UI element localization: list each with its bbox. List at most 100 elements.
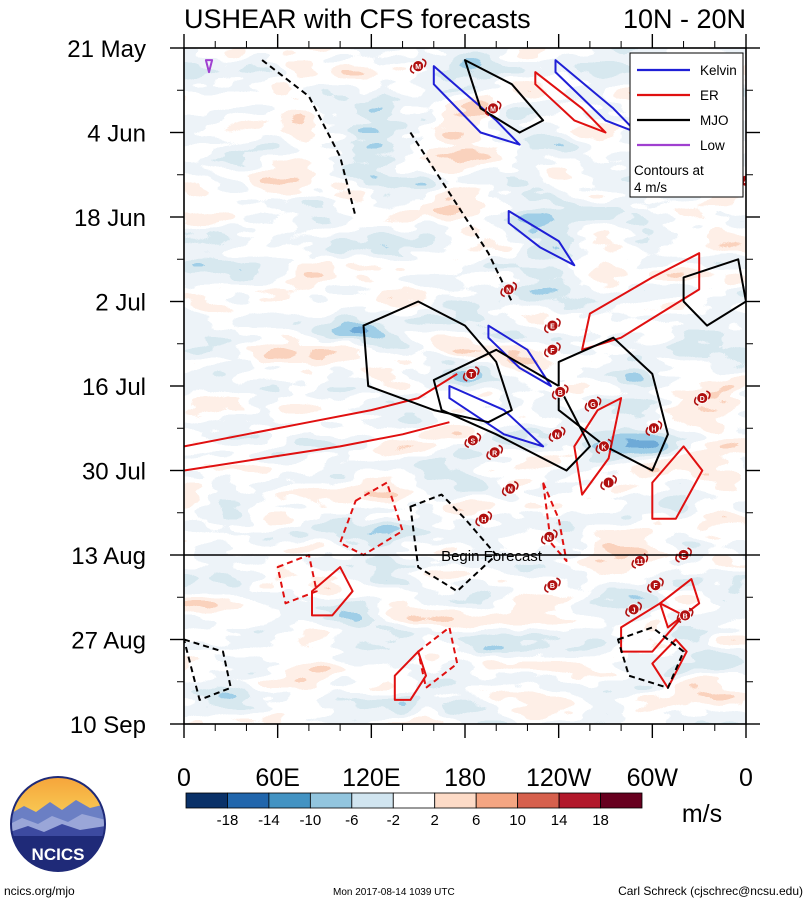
- storm-label: H: [651, 426, 656, 433]
- colorbar-bin: [309, 792, 353, 809]
- colorbar: -18 -14 -10 -6 -2 2 6 10 14 18: [185, 792, 643, 829]
- y-tick-label: 10 Sep: [70, 712, 146, 739]
- storm-label: B: [550, 583, 555, 590]
- storm-tail: [500, 287, 506, 298]
- contour-er: [542, 481, 568, 562]
- storm-marker: E: [544, 317, 561, 334]
- storm-label: N: [547, 535, 552, 542]
- storm-label: R: [492, 450, 497, 457]
- colorbar-bin: [268, 792, 311, 809]
- legend-box: [629, 52, 744, 198]
- storm-label: I: [608, 481, 610, 488]
- storm-tail: [544, 348, 549, 358]
- x-tick-label: 120E: [342, 764, 400, 792]
- contour-mjo: [464, 59, 545, 134]
- storm-dot: [554, 386, 567, 398]
- storm-marker: R: [486, 444, 504, 461]
- storm-tail: [612, 474, 618, 485]
- storm-tail: [657, 420, 663, 430]
- storm-label: G: [590, 402, 596, 409]
- storm-tail: [676, 613, 682, 624]
- colorbar-unit: m/s: [682, 800, 722, 828]
- storm-tail: [647, 583, 652, 593]
- storm-label: J: [632, 607, 636, 614]
- storm-tail: [476, 432, 482, 442]
- region-label: 10N - 20N: [623, 4, 746, 34]
- storm-tail: [600, 481, 605, 491]
- storm-dot: [679, 609, 692, 622]
- storm-marker: K: [595, 438, 613, 455]
- contour-mjo: [184, 638, 232, 701]
- storm-marker: M: [484, 100, 502, 117]
- logo-text: NCICS: [32, 845, 85, 864]
- storm-tail: [474, 366, 480, 376]
- storm-label: T: [469, 372, 474, 379]
- storm-tail: [498, 444, 504, 454]
- storm-marker: F: [647, 577, 664, 593]
- contour-mjo: [362, 300, 513, 424]
- colorbar-label: 14: [551, 812, 568, 829]
- storm-dot: [546, 319, 559, 332]
- storm-dot: [647, 422, 660, 435]
- storm-marker: G: [584, 396, 602, 412]
- legend-label-low: Low: [700, 138, 725, 153]
- storm-tail: [486, 450, 491, 461]
- x-tick-label: 60W: [627, 764, 679, 792]
- storm-marker: H: [645, 420, 663, 437]
- storm-tail: [551, 390, 557, 400]
- storm-marker: M: [409, 58, 427, 74]
- colorbar-bin: [558, 792, 601, 809]
- forecast-label: Begin Forecast: [441, 548, 543, 565]
- storm-dot: [649, 579, 662, 592]
- storm-dot: [502, 283, 515, 296]
- storm-dot: [488, 446, 501, 459]
- footer-url[interactable]: ncics.org/mjo: [4, 884, 75, 898]
- storm-marker: B: [676, 607, 694, 624]
- x-tick-label: 0: [177, 764, 191, 792]
- legend-note: Contours at 4 m/s: [634, 163, 708, 195]
- storm-tail: [421, 58, 427, 68]
- colorbar-label: 2: [431, 812, 439, 829]
- storm-tail: [645, 426, 651, 437]
- storm-label: S: [470, 438, 475, 445]
- colorbar-bin: [475, 792, 519, 809]
- contour-er: [534, 71, 607, 134]
- y-tick-label: 2 Jul: [95, 290, 146, 317]
- storm-dot: [504, 482, 517, 495]
- storm-tail: [607, 438, 613, 448]
- legend: Kelvin ER MJO Low Contours at 4 m/s: [629, 52, 744, 198]
- storm-marker: N: [500, 281, 518, 298]
- colorbar-bin: [517, 792, 560, 809]
- storm-tail: [484, 106, 490, 117]
- storm-tail: [584, 402, 590, 412]
- chart-title: USHEAR with CFS forecasts: [184, 4, 531, 34]
- storm-tail: [512, 281, 518, 291]
- contour-er: [184, 421, 450, 472]
- storm-marker: J: [625, 601, 642, 618]
- colorbar-bin: [392, 792, 436, 809]
- storm-label: 4: [744, 179, 748, 186]
- storm-label: N: [555, 432, 560, 439]
- colorbar-label: -2: [387, 812, 400, 829]
- colorbar-bin: [185, 792, 228, 809]
- contour-kelvin: [507, 210, 576, 267]
- storm-label: F: [550, 348, 555, 355]
- contour-er: [339, 481, 404, 556]
- contour-er: [651, 445, 704, 520]
- contour-er: [184, 373, 458, 448]
- storm-marker: D: [693, 390, 711, 406]
- storm-tail: [540, 535, 546, 545]
- x-tick-label: 180: [444, 764, 486, 792]
- storm-label: E: [681, 553, 686, 560]
- x-tick-label: 0: [739, 764, 753, 792]
- storm-tail: [563, 384, 569, 394]
- storm-tail: [596, 396, 602, 406]
- storm-label: B: [683, 613, 688, 620]
- storm-tail: [513, 480, 519, 491]
- storm-label: F: [653, 583, 658, 590]
- contour-mjo: [432, 348, 591, 472]
- storm-tail: [475, 517, 481, 527]
- contour-low: [204, 59, 214, 74]
- storm-tail: [501, 487, 507, 497]
